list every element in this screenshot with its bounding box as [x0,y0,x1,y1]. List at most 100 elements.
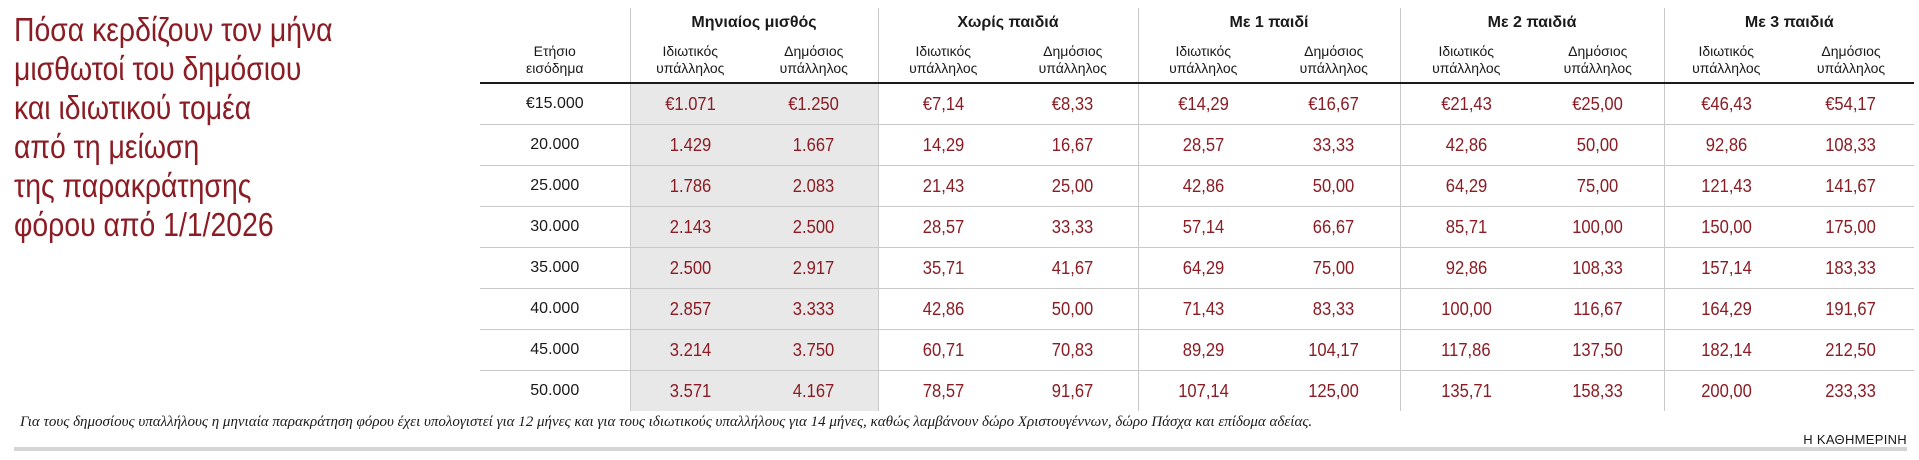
savings-cell: 42,86 [877,288,1008,330]
savings-cell: €21,43 [1399,83,1533,125]
savings-cell: 60,71 [877,329,1008,371]
title-line-5: της παρακράτησης [14,167,252,204]
savings-cell: 108,33 [1532,247,1665,289]
table-row: 35.000 2.500 2.917 35,71 41,67 64,29 75,00 92,8… [480,247,1915,289]
sub-header-public: Δημόσιος υπάλληλος [1532,38,1665,84]
savings-cell: 150,00 [1663,206,1789,248]
savings-cell: 28,57 [877,206,1008,248]
income-cell: 40.000 [480,288,630,330]
sub-header-private: Ιδιωτικός υπάλληλος [1399,38,1533,84]
savings-cell: 66,67 [1268,206,1401,248]
title-line-2: μισθωτοί του δημόσιου [14,50,302,87]
tax-savings-table: Μηνιαίος μισθός Χωρίς παιδιά Με 1 παιδί … [480,8,1915,411]
table-row: 25.000 1.786 2.083 21,43 25,00 42,86 50,00 64,2… [480,165,1915,207]
sub-header-private: Ιδιωτικός υπάλληλος [1663,38,1789,84]
sub-header-public: Δημόσιος υπάλληλος [1788,38,1915,84]
table-row: 40.000 2.857 3.333 42,86 50,00 71,43 83,33 100,… [480,288,1915,330]
savings-cell: 71,43 [1137,288,1268,330]
title-line-1: Πόσα κερδίζουν τον μήνα [14,11,333,48]
income-cell: 35.000 [480,247,630,289]
savings-cell: €54,17 [1788,83,1915,125]
savings-cell: 212,50 [1788,329,1915,371]
salary-cell: 2.083 [750,165,878,207]
income-cell: 45.000 [480,329,630,371]
salary-cell: 1.667 [750,124,878,166]
savings-cell: 89,29 [1137,329,1268,371]
income-cell: 50.000 [530,382,580,399]
savings-cell: 50,00 [1008,288,1138,330]
savings-cell: 233,33 [1825,380,1877,401]
income-header: Ετήσιο εισόδημα [480,38,630,84]
savings-cell: 164,29 [1663,288,1789,330]
savings-cell: €8,33 [1008,83,1138,125]
savings-cell: 64,29 [1399,165,1533,207]
savings-cell: 91,67 [1052,380,1094,401]
table-row: 50.000 3.571 4.167 78,57 91,67 107,14 125,00 13… [480,370,1914,411]
salary-cell: 1.786 [629,165,750,207]
sub-header-public: Δημόσιος υπάλληλος [1268,38,1401,84]
savings-cell: 25,00 [1008,165,1138,207]
salary-cell: 3.750 [750,329,878,371]
salary-cell: 3.571 [629,370,750,411]
sub-header-row: Ετήσιο εισόδημα Ιδιωτικός υπάλληλος Δημόσ… [480,38,1915,84]
savings-cell: 16,67 [1008,124,1138,166]
footnote: Για τους δημοσίους υπαλλήλους η μηνιαία … [20,414,1313,430]
savings-cell: 104,17 [1268,329,1401,371]
savings-cell: 21,43 [877,165,1008,207]
savings-cell: €16,67 [1268,83,1401,125]
savings-cell: 85,71 [1399,206,1533,248]
savings-cell: €46,43 [1663,83,1789,125]
sub-header-private: Ιδιωτικός υπάλληλος [877,38,1008,84]
sub-header-private: Ιδιωτικός υπάλληλος [1137,38,1268,84]
group-header-one-child: Με 1 παιδί [1137,8,1401,38]
savings-cell: 158,33 [1572,380,1624,401]
table-row: €15.000 €1.071 €1.250 €7,14 €8,33 €14,29 €16,6… [480,83,1915,125]
table-row: 20.000 1.429 1.667 14,29 16,67 28,57 33,33 42,8… [480,124,1915,166]
savings-cell: 83,33 [1268,288,1401,330]
group-header-row: Μηνιαίος μισθός Χωρίς παιδιά Με 1 παιδί … [480,8,1915,38]
savings-cell: 175,00 [1788,206,1915,248]
savings-cell: 117,86 [1399,329,1533,371]
income-cell: 30.000 [480,206,630,248]
data-table: Μηνιαίος μισθός Χωρίς παιδιά Με 1 παιδί … [480,8,1915,411]
salary-cell: 2.500 [629,247,750,289]
group-header-monthly-salary: Μηνιαίος μισθός [629,8,878,38]
sub-header-private: Ιδιωτικός υπάλληλος [629,38,750,84]
savings-cell: 135,71 [1399,370,1533,411]
savings-cell: €7,14 [877,83,1008,125]
savings-cell: 75,00 [1532,165,1665,207]
savings-cell: 100,00 [1532,206,1665,248]
savings-cell: €25,00 [1532,83,1665,125]
savings-cell: 14,29 [877,124,1008,166]
title-line-3: και ιδιωτικού τομέα [14,89,252,126]
savings-cell: 92,86 [1399,247,1533,289]
savings-cell: 121,43 [1663,165,1789,207]
salary-cell: 2.857 [629,288,750,330]
salary-cell: 3.214 [629,329,750,371]
savings-cell: 35,71 [877,247,1008,289]
sub-header-public: Δημόσιος υπάλληλος [750,38,878,84]
savings-cell: 92,86 [1663,124,1789,166]
savings-cell: 108,33 [1788,124,1915,166]
group-header-three-children: Με 3 παιδιά [1663,8,1915,38]
salary-cell: 3.333 [750,288,878,330]
salary-cell: 1.429 [629,124,750,166]
title-line-4: από τη μείωση [14,128,200,165]
table-row: 45.000 3.214 3.750 60,71 70,83 89,29 104,17 117… [480,329,1915,371]
savings-cell: €14,29 [1137,83,1268,125]
savings-cell: 70,83 [1008,329,1138,371]
savings-cell: 125,00 [1308,380,1360,401]
savings-cell: 100,00 [1399,288,1533,330]
savings-cell: 157,14 [1663,247,1789,289]
salary-cell: 2.500 [750,206,878,248]
savings-cell: 183,33 [1788,247,1915,289]
savings-cell: 50,00 [1532,124,1665,166]
sub-header-public: Δημόσιος υπάλληλος [1008,38,1138,84]
income-cell: €15.000 [480,83,630,125]
savings-cell: 41,67 [1008,247,1138,289]
savings-cell: 75,00 [1268,247,1401,289]
savings-cell: 182,14 [1663,329,1789,371]
salary-cell: €1.071 [629,83,750,125]
table-body: €15.000 €1.071 €1.250 €7,14 €8,33 €14,29 €16,6… [480,83,1915,411]
salary-cell: 4.167 [750,370,878,411]
